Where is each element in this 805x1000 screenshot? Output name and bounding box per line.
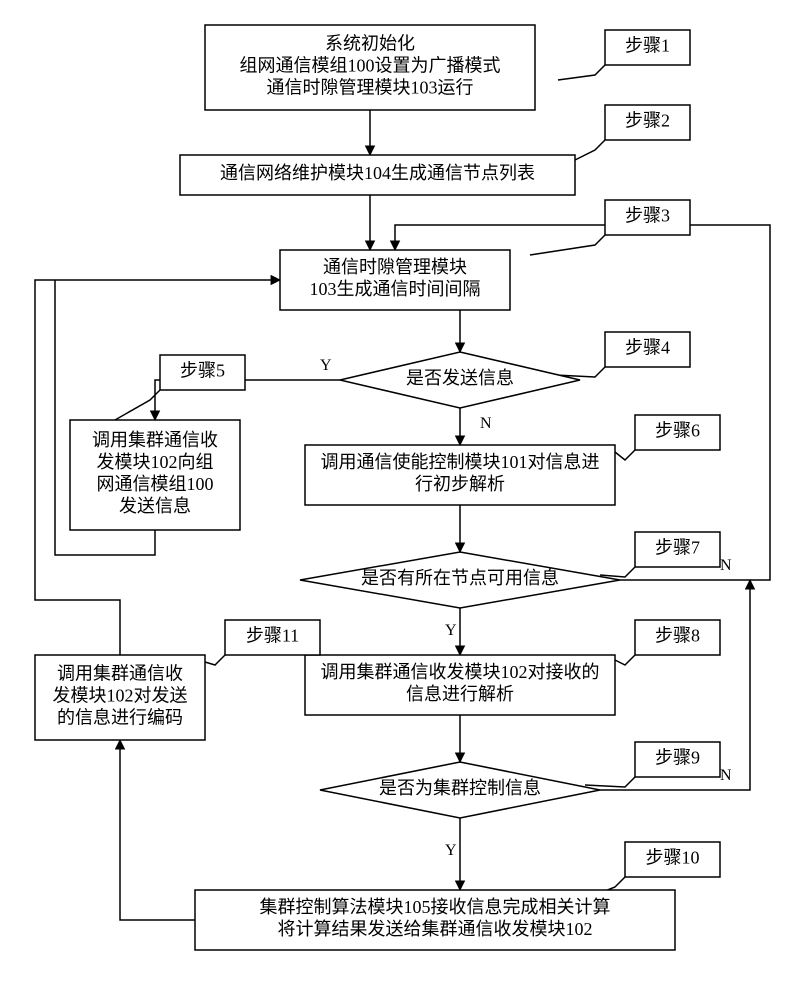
svg-text:调用通信使能控制模块101对信息进: 调用通信使能控制模块101对信息进 <box>321 452 600 472</box>
svg-text:发模块102对发送: 发模块102对发送 <box>53 686 188 706</box>
svg-text:Y: Y <box>445 842 457 859</box>
svg-text:步骤3: 步骤3 <box>625 206 670 226</box>
svg-text:发模块102向组: 发模块102向组 <box>97 452 214 472</box>
svg-text:步骤5: 步骤5 <box>180 361 225 381</box>
svg-text:是否发送信息: 是否发送信息 <box>406 368 514 388</box>
svg-text:通信网络维护模块104生成通信节点列表: 通信网络维护模块104生成通信节点列表 <box>220 163 535 183</box>
svg-text:步骤6: 步骤6 <box>655 421 700 441</box>
svg-text:调用集群通信收发模块102对接收的: 调用集群通信收发模块102对接收的 <box>321 662 600 682</box>
svg-text:步骤8: 步骤8 <box>655 626 700 646</box>
svg-text:是否有所在节点可用信息: 是否有所在节点可用信息 <box>361 568 559 588</box>
svg-text:的信息进行编码: 的信息进行编码 <box>57 708 183 728</box>
svg-text:是否为集群控制信息: 是否为集群控制信息 <box>379 778 541 798</box>
svg-text:步骤11: 步骤11 <box>246 626 299 646</box>
svg-text:发送信息: 发送信息 <box>119 496 191 516</box>
svg-text:步骤4: 步骤4 <box>625 338 670 358</box>
svg-text:103生成通信时间间隔: 103生成通信时间间隔 <box>310 279 481 299</box>
svg-text:调用集群通信收: 调用集群通信收 <box>57 664 183 684</box>
svg-text:通信时隙管理模块: 通信时隙管理模块 <box>323 257 467 277</box>
svg-text:信息进行解析: 信息进行解析 <box>406 684 514 704</box>
svg-text:组网通信模组100设置为广播模式: 组网通信模组100设置为广播模式 <box>240 56 501 76</box>
svg-text:网通信模组100: 网通信模组100 <box>97 474 214 494</box>
svg-text:Y: Y <box>445 622 457 639</box>
svg-text:N: N <box>480 415 492 432</box>
svg-text:将计算结果发送给集群通信收发模块102: 将计算结果发送给集群通信收发模块102 <box>278 919 593 939</box>
svg-text:步骤1: 步骤1 <box>625 36 670 56</box>
svg-text:N: N <box>720 557 732 574</box>
svg-text:步骤9: 步骤9 <box>655 748 700 768</box>
svg-text:系统初始化: 系统初始化 <box>325 34 415 54</box>
svg-text:调用集群通信收: 调用集群通信收 <box>92 430 218 450</box>
svg-text:集群控制算法模块105接收信息完成相关计算: 集群控制算法模块105接收信息完成相关计算 <box>260 897 611 917</box>
svg-text:步骤7: 步骤7 <box>655 538 700 558</box>
svg-text:Y: Y <box>320 357 332 374</box>
svg-text:通信时隙管理模块103运行: 通信时隙管理模块103运行 <box>267 78 474 98</box>
nodes: 系统初始化组网通信模组100设置为广播模式通信时隙管理模块103运行通信网络维护… <box>35 25 720 950</box>
svg-text:行初步解析: 行初步解析 <box>415 474 505 494</box>
flowchart: YNNYYN系统初始化组网通信模组100设置为广播模式通信时隙管理模块103运行… <box>0 0 805 1000</box>
svg-text:N: N <box>720 767 732 784</box>
svg-text:步骤2: 步骤2 <box>625 111 670 131</box>
svg-text:步骤10: 步骤10 <box>646 848 700 868</box>
